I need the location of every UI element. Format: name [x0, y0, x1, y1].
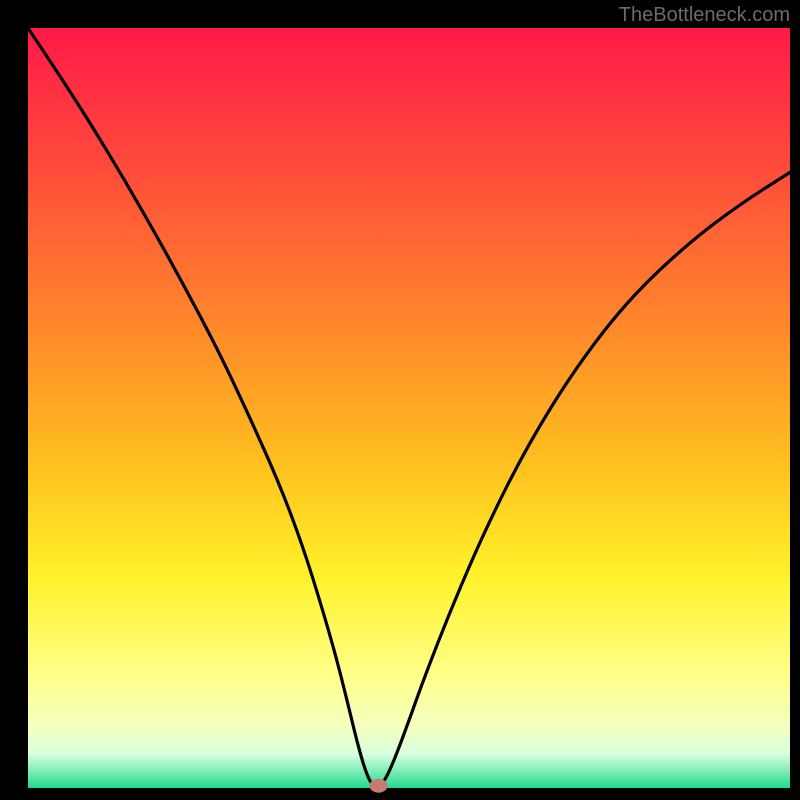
plot-area: [28, 28, 790, 788]
chart-stage: TheBottleneck.com: [0, 0, 800, 800]
watermark-text: TheBottleneck.com: [619, 4, 790, 27]
